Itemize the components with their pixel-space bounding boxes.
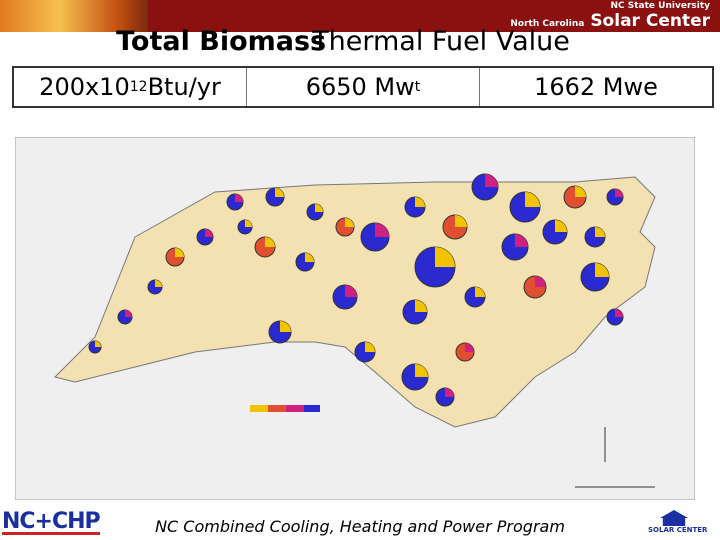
pie-slice	[235, 194, 243, 202]
pie-slice	[365, 342, 375, 352]
pie-slice	[345, 285, 357, 297]
banner-photo	[0, 0, 148, 32]
pie-slice	[305, 253, 314, 262]
stat-base: 6650 Mw	[305, 73, 415, 101]
pie-slice	[525, 192, 540, 207]
pie-slice	[455, 215, 467, 227]
university: NC State University	[610, 1, 711, 11]
pie-slice	[265, 237, 275, 247]
pie-slice	[415, 300, 427, 312]
pie-slice	[155, 280, 162, 287]
pie-slice	[375, 223, 389, 237]
map	[15, 137, 695, 500]
title: Total BiomassThermal Fuel Value	[0, 26, 720, 62]
pie-slice	[615, 189, 623, 197]
pie-slice	[615, 309, 623, 317]
pie-slice	[445, 388, 454, 397]
solar-center-icon	[660, 510, 688, 526]
pie-slice	[280, 321, 291, 332]
stats-row: 200x10 12 Btu/yr 6650 Mw t 1662 Mwe	[12, 66, 714, 108]
center-title: Solar Center	[590, 11, 710, 31]
pie-slice	[595, 227, 605, 237]
pie-slice	[465, 343, 474, 352]
pie-slice	[205, 229, 213, 237]
pie-slice	[515, 234, 528, 247]
pie-slice	[95, 341, 101, 347]
pie-layer	[88, 173, 624, 407]
stat-unit: Btu/yr	[147, 73, 221, 101]
stat-cell: 1662 Mwe	[480, 68, 712, 106]
title-overlap: Thermal Fuel Value	[312, 26, 570, 57]
pie-slice	[415, 197, 425, 207]
stat-cell: 200x10 12 Btu/yr	[14, 68, 247, 106]
center-name: North Carolina Solar Center	[510, 11, 710, 31]
pie-slice	[275, 188, 284, 197]
stat-base: 1662 Mwe	[534, 73, 658, 101]
legend-swatch	[268, 405, 286, 412]
pie-slice	[245, 220, 252, 227]
pie-slice	[535, 276, 546, 287]
pie-slice	[575, 186, 586, 197]
pie-slice	[345, 218, 354, 227]
stat-base: 200x10	[39, 73, 130, 101]
pie-slice	[595, 263, 609, 277]
legend-swatch	[250, 405, 268, 412]
solar-center-logo: SOLAR CENTER	[648, 526, 708, 534]
pie-slice	[485, 174, 498, 187]
pie-slice	[175, 248, 184, 257]
nc-chp-logo: NC+CHP	[2, 509, 101, 534]
stat-sub: t	[414, 79, 421, 95]
pie-slice	[315, 204, 323, 212]
program-name: NC Combined Cooling, Heating and Power P…	[155, 517, 565, 536]
pie-slice	[435, 247, 455, 267]
pie-slice	[415, 364, 428, 377]
pie-slice	[125, 310, 132, 317]
stat-cell: 6650 Mw t	[247, 68, 480, 106]
stat-sup: 12	[129, 79, 148, 95]
legend-swatch	[286, 405, 304, 412]
center-prefix: North Carolina	[510, 19, 585, 29]
pie-slice	[475, 287, 485, 297]
pie-slice	[555, 220, 567, 232]
title-main: Total Biomass	[116, 26, 327, 57]
